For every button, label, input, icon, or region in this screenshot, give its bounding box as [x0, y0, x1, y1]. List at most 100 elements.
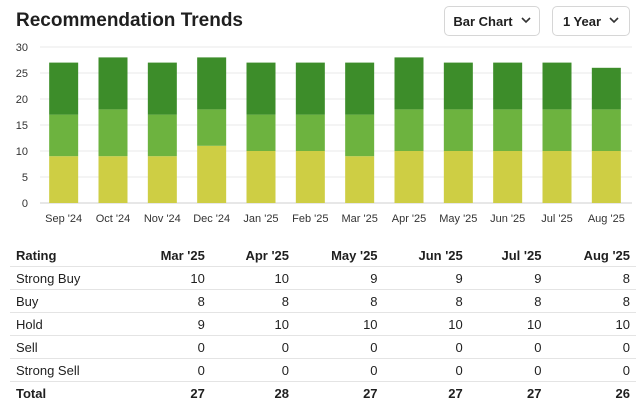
bar-segment-hold[interactable]	[148, 156, 177, 203]
x-tick-label: Jan '25	[243, 213, 278, 225]
bar-segment-strong-buy[interactable]	[395, 57, 424, 109]
table-cell: 8	[547, 290, 636, 313]
table-cell: 0	[547, 336, 636, 359]
bar-segment-strong-buy[interactable]	[99, 57, 128, 109]
table-cell: 26	[547, 382, 636, 404]
bar-segment-buy[interactable]	[148, 115, 177, 157]
bar-segment-hold[interactable]	[592, 151, 621, 203]
table-cell: 28	[211, 382, 295, 404]
chevron-down-icon	[521, 15, 531, 27]
y-tick-label: 30	[16, 42, 28, 54]
x-tick-label: Nov '24	[144, 213, 181, 225]
bar-segment-buy[interactable]	[345, 115, 374, 157]
x-tick-label: Jul '25	[541, 213, 572, 225]
chevron-down-icon	[609, 15, 619, 27]
bar-segment-hold[interactable]	[296, 151, 325, 203]
chart-type-label: Bar Chart	[453, 14, 512, 29]
table-cell: 9	[126, 313, 211, 336]
row-label: Strong Sell	[10, 359, 126, 382]
y-tick-label: 0	[22, 198, 28, 210]
x-tick-label: Mar '25	[341, 213, 377, 225]
bar-segment-hold[interactable]	[345, 156, 374, 203]
bar-segment-buy[interactable]	[197, 109, 226, 145]
bar-segment-strong-buy[interactable]	[592, 68, 621, 110]
column-header-month: Mar '25	[126, 244, 211, 267]
bar-segment-strong-buy[interactable]	[247, 63, 276, 115]
table-cell: 27	[384, 382, 469, 404]
table-cell: 8	[469, 290, 548, 313]
page-title: Recommendation Trends	[16, 10, 243, 32]
table-cell: 8	[211, 290, 295, 313]
table-cell: 10	[295, 313, 384, 336]
bar-segment-strong-buy[interactable]	[148, 63, 177, 115]
y-tick-label: 25	[16, 68, 28, 80]
bar-segment-strong-buy[interactable]	[345, 63, 374, 115]
table-cell: 0	[295, 359, 384, 382]
bar-segment-buy[interactable]	[247, 115, 276, 151]
table-cell: 8	[547, 267, 636, 290]
bar-segment-buy[interactable]	[592, 109, 621, 151]
row-label: Buy	[10, 290, 126, 313]
bar-segment-buy[interactable]	[543, 109, 572, 151]
bar-segment-strong-buy[interactable]	[444, 63, 473, 110]
bar-segment-hold[interactable]	[197, 146, 226, 203]
x-tick-label: Jun '25	[490, 213, 525, 225]
table-cell: 8	[384, 290, 469, 313]
bar-segment-buy[interactable]	[395, 109, 424, 151]
bar-segment-strong-buy[interactable]	[197, 57, 226, 109]
bar-segment-buy[interactable]	[493, 109, 522, 151]
bar-segment-strong-buy[interactable]	[49, 63, 78, 115]
bar-segment-buy[interactable]	[49, 115, 78, 157]
table-cell: 0	[211, 359, 295, 382]
x-tick-label: Aug '25	[588, 213, 625, 225]
x-tick-label: May '25	[439, 213, 477, 225]
table-cell: 0	[469, 359, 548, 382]
y-tick-label: 15	[16, 120, 28, 132]
column-header-month: Apr '25	[211, 244, 295, 267]
bar-segment-hold[interactable]	[247, 151, 276, 203]
table-cell: 9	[469, 267, 548, 290]
time-range-dropdown[interactable]: 1 Year	[552, 6, 630, 36]
chart-type-dropdown[interactable]: Bar Chart	[444, 6, 540, 36]
bar-segment-strong-buy[interactable]	[296, 63, 325, 115]
bar-segment-buy[interactable]	[99, 109, 128, 156]
table-cell: 0	[126, 359, 211, 382]
column-header-rating: Rating	[10, 244, 126, 267]
column-header-month: Jun '25	[384, 244, 469, 267]
table-cell: 10	[211, 267, 295, 290]
table-cell: 27	[126, 382, 211, 404]
table-cell: 9	[384, 267, 469, 290]
bar-segment-hold[interactable]	[49, 156, 78, 203]
bar-segment-buy[interactable]	[444, 109, 473, 151]
bar-segment-buy[interactable]	[296, 115, 325, 151]
table-cell: 27	[295, 382, 384, 404]
x-tick-label: Apr '25	[392, 213, 427, 225]
y-tick-label: 20	[16, 94, 28, 106]
bar-segment-hold[interactable]	[493, 151, 522, 203]
column-header-month: Aug '25	[547, 244, 636, 267]
bar-segment-strong-buy[interactable]	[543, 63, 572, 110]
row-label: Hold	[10, 313, 126, 336]
bar-segment-hold[interactable]	[99, 156, 128, 203]
y-tick-label: 10	[16, 146, 28, 158]
y-tick-label: 5	[22, 172, 28, 184]
x-tick-label: Dec '24	[193, 213, 230, 225]
column-header-month: Jul '25	[469, 244, 548, 267]
table-cell: 0	[126, 336, 211, 359]
bar-segment-hold[interactable]	[543, 151, 572, 203]
bar-segment-strong-buy[interactable]	[493, 63, 522, 110]
bar-segment-hold[interactable]	[444, 151, 473, 203]
table-cell: 10	[211, 313, 295, 336]
table-cell: 10	[547, 313, 636, 336]
table-cell: 8	[295, 290, 384, 313]
bar-segment-hold[interactable]	[395, 151, 424, 203]
